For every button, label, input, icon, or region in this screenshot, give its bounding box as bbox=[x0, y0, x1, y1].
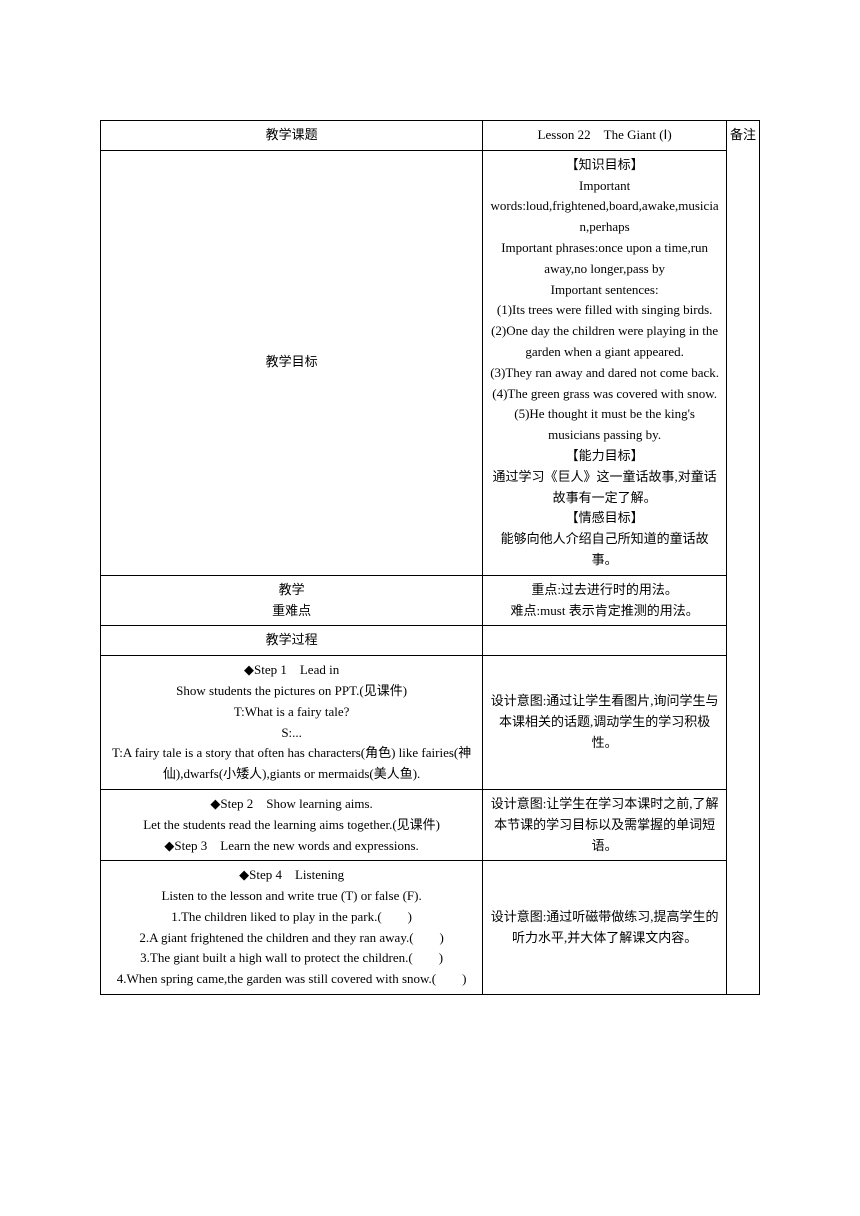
ability-title: 【能力目标】 bbox=[489, 446, 720, 467]
step23-content: ◆Step 2 Show learning aims. Let the stud… bbox=[101, 789, 483, 860]
step4-intent: 设计意图:通过听磁带做练习,提高学生的听力水平,并大体了解课文内容。 bbox=[483, 861, 727, 995]
table-row: 教学过程 bbox=[101, 626, 760, 656]
process-label: 教学过程 bbox=[101, 626, 483, 656]
emotion-title: 【情感目标】 bbox=[489, 508, 720, 529]
lesson-title: Lesson 22 The Giant (Ⅰ) bbox=[483, 121, 727, 151]
lesson-plan-page: 教学课题 Lesson 22 The Giant (Ⅰ) 备注 教学目标 【知识… bbox=[0, 0, 860, 1025]
table-row: ◆Step 1 Lead in Show students the pictur… bbox=[101, 656, 760, 790]
step2-title: ◆Step 2 Show learning aims. bbox=[107, 794, 476, 815]
topic-label: 教学课题 bbox=[101, 121, 483, 151]
difficult-point: 难点:must 表示肯定推测的用法。 bbox=[489, 601, 720, 622]
keypoints-label-1: 教学 bbox=[107, 580, 476, 601]
objectives-content: 【知识目标】 Important words:loud,frightened,b… bbox=[483, 150, 727, 575]
notes-column: 备注 bbox=[727, 121, 760, 995]
step1-title: ◆Step 1 Lead in bbox=[107, 660, 476, 681]
sentence-3: (3)They ran away and dared not come back… bbox=[489, 363, 720, 384]
lesson-plan-table: 教学课题 Lesson 22 The Giant (Ⅰ) 备注 教学目标 【知识… bbox=[100, 120, 760, 995]
step1-content: ◆Step 1 Lead in Show students the pictur… bbox=[101, 656, 483, 790]
process-empty bbox=[483, 626, 727, 656]
step1-line1: Show students the pictures on PPT.(见课件) bbox=[107, 681, 476, 702]
ability-text: 通过学习《巨人》这一童话故事,对童话故事有一定了解。 bbox=[489, 467, 720, 509]
step4-content: ◆Step 4 Listening Listen to the lesson a… bbox=[101, 861, 483, 995]
step2-line: Let the students read the learning aims … bbox=[107, 815, 476, 836]
step1-intent: 设计意图:通过让学生看图片,询问学生与本课相关的话题,调动学生的学习积极性。 bbox=[483, 656, 727, 790]
note-label: 备注 bbox=[730, 127, 756, 142]
step23-intent: 设计意图:让学生在学习本课时之前,了解本节课的学习目标以及需掌握的单词短语。 bbox=[483, 789, 727, 860]
step4-q4: 4.When spring came,the garden was still … bbox=[107, 969, 476, 990]
objectives-label: 教学目标 bbox=[101, 150, 483, 575]
keypoints-content: 重点:过去进行时的用法。 难点:must 表示肯定推测的用法。 bbox=[483, 575, 727, 626]
step4-q3: 3.The giant built a high wall to protect… bbox=[107, 948, 476, 969]
phrases-list: Important phrases:once upon a time,run a… bbox=[489, 238, 720, 280]
keypoints-label: 教学 重难点 bbox=[101, 575, 483, 626]
table-row: ◆Step 4 Listening Listen to the lesson a… bbox=[101, 861, 760, 995]
table-row: 教学 重难点 重点:过去进行时的用法。 难点:must 表示肯定推测的用法。 bbox=[101, 575, 760, 626]
step4-q1: 1.The children liked to play in the park… bbox=[107, 907, 476, 928]
table-row: 教学目标 【知识目标】 Important words:loud,frighte… bbox=[101, 150, 760, 575]
step4-q2: 2.A giant frightened the children and th… bbox=[107, 928, 476, 949]
step1-line3: S:... bbox=[107, 723, 476, 744]
sentences-title: Important sentences: bbox=[489, 280, 720, 301]
words-list: words:loud,frightened,board,awake,musici… bbox=[489, 196, 720, 238]
table-row: ◆Step 2 Show learning aims. Let the stud… bbox=[101, 789, 760, 860]
important-label: Important bbox=[489, 176, 720, 197]
step3-title: ◆Step 3 Learn the new words and expressi… bbox=[107, 836, 476, 857]
step1-line4: T:A fairy tale is a story that often has… bbox=[107, 743, 476, 785]
knowledge-title: 【知识目标】 bbox=[489, 155, 720, 176]
emotion-text: 能够向他人介绍自己所知道的童话故事。 bbox=[489, 529, 720, 571]
sentence-4: (4)The green grass was covered with snow… bbox=[489, 384, 720, 405]
sentence-2: (2)One day the children were playing in … bbox=[489, 321, 720, 363]
sentence-1: (1)Its trees were filled with singing bi… bbox=[489, 300, 720, 321]
step4-line1: Listen to the lesson and write true (T) … bbox=[107, 886, 476, 907]
keypoints-label-2: 重难点 bbox=[107, 601, 476, 622]
sentence-5: (5)He thought it must be the king's musi… bbox=[489, 404, 720, 446]
key-point: 重点:过去进行时的用法。 bbox=[489, 580, 720, 601]
step4-title: ◆Step 4 Listening bbox=[107, 865, 476, 886]
step1-line2: T:What is a fairy tale? bbox=[107, 702, 476, 723]
table-row: 教学课题 Lesson 22 The Giant (Ⅰ) 备注 bbox=[101, 121, 760, 151]
